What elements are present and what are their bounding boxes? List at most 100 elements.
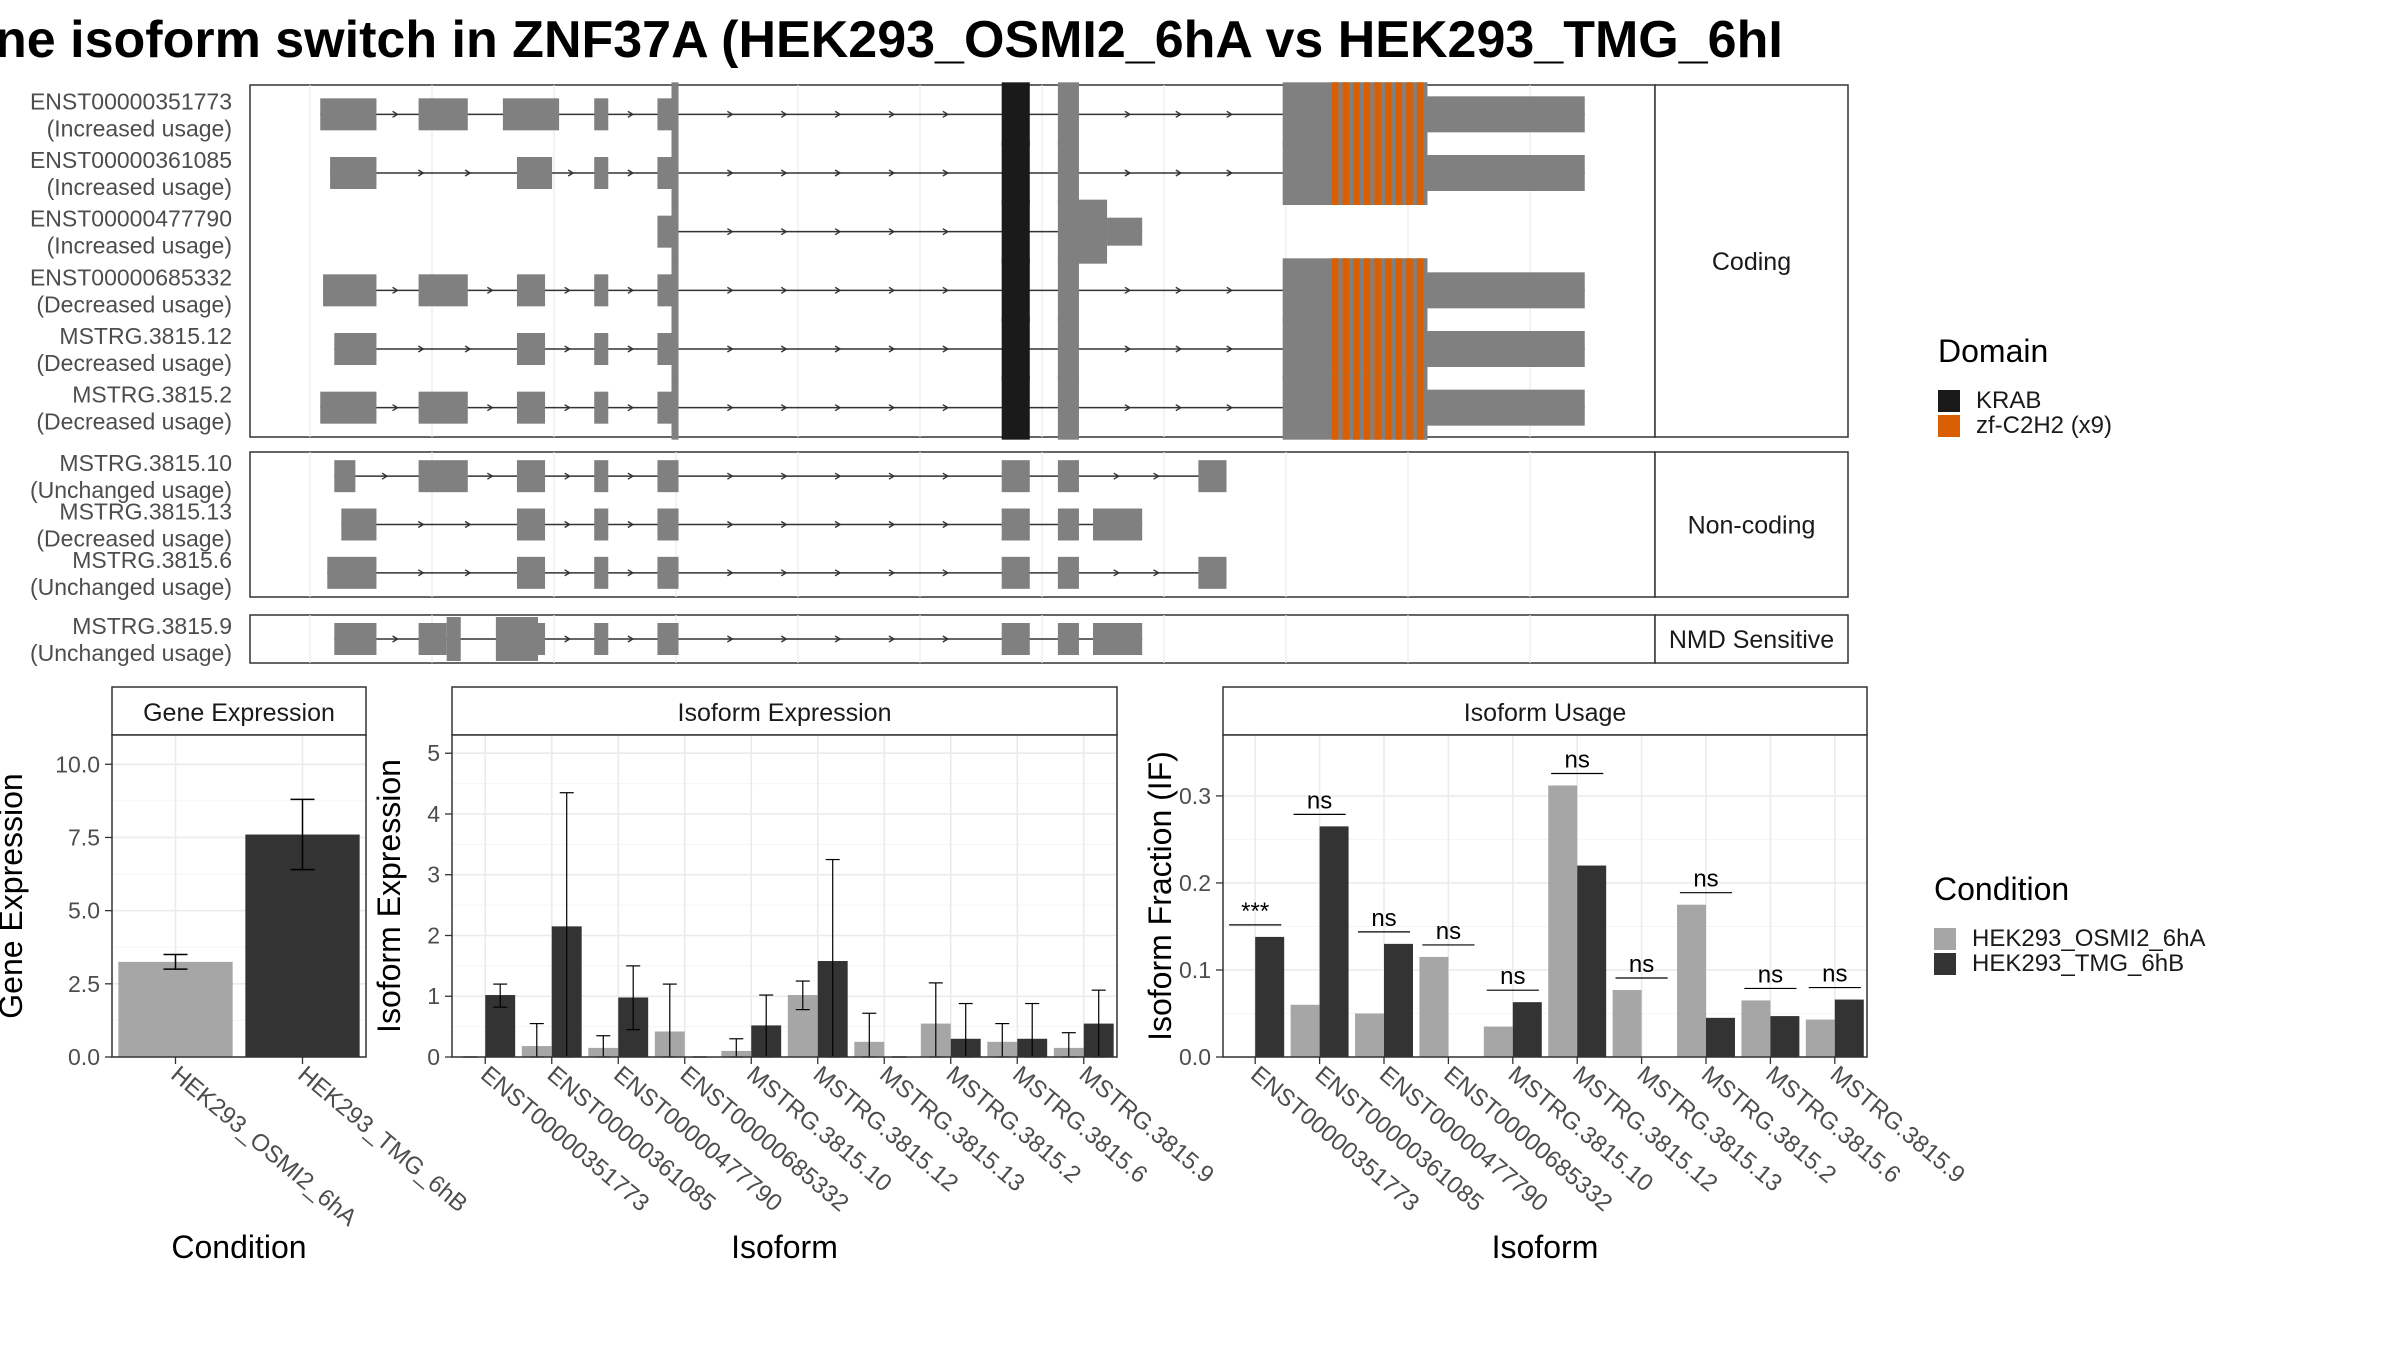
y-tick-label: 5 — [427, 740, 440, 766]
strand-arrow — [392, 110, 399, 118]
strand-arrow — [727, 228, 734, 236]
y-tick-label: 0.2 — [1179, 870, 1211, 896]
strand-arrow — [888, 404, 896, 412]
strand-arrow — [834, 635, 842, 643]
exon — [1001, 460, 1030, 493]
exon — [1001, 623, 1030, 655]
facet-strip-label: Coding — [1712, 248, 1791, 276]
zf-c2h2-domain — [1363, 375, 1371, 440]
transcript-usage-label: (Decreased usage) — [36, 350, 232, 376]
facet-strip — [1654, 451, 1849, 598]
strand-arrow — [888, 286, 896, 294]
bar — [1805, 1019, 1835, 1057]
x-axis-title: Isoform — [1492, 1229, 1599, 1265]
exon — [1107, 217, 1143, 246]
transcript-row: ENST00000477790(Increased usage) — [30, 199, 1143, 264]
strand-arrow — [942, 569, 950, 577]
x-axis-title: Isoform — [731, 1229, 838, 1265]
y-tick-label: 2.5 — [68, 971, 100, 997]
zf-c2h2-domain — [1384, 317, 1392, 381]
zf-c2h2-domain — [1353, 141, 1360, 205]
exon — [1427, 389, 1585, 426]
exon — [671, 199, 679, 264]
strand-arrow — [1124, 169, 1132, 177]
y-tick-label: 0.0 — [1179, 1044, 1211, 1070]
strand-arrow — [834, 569, 842, 577]
strand-arrow — [487, 404, 494, 412]
transcript-usage-label: (Increased usage) — [47, 115, 232, 141]
significance-label: ns — [1307, 787, 1332, 814]
zf-c2h2-domain — [1384, 375, 1392, 440]
bar — [118, 961, 233, 1057]
strand-arrow — [1175, 404, 1183, 412]
exon — [516, 556, 546, 589]
y-tick-label: 4 — [427, 801, 440, 827]
strand-arrow — [627, 169, 635, 177]
strand-arrow — [888, 345, 896, 353]
exon — [1427, 331, 1585, 367]
strand-arrow — [942, 169, 950, 177]
transcript-usage-label: (Decreased usage) — [36, 409, 232, 435]
exon — [594, 98, 609, 131]
strand-arrow — [1175, 345, 1183, 353]
strand-arrow — [780, 345, 788, 353]
significance-label: *** — [1241, 898, 1269, 925]
krab-domain — [1001, 258, 1030, 323]
bar — [1612, 989, 1642, 1057]
chart-strip — [1222, 686, 1868, 736]
strand-arrow — [1175, 110, 1183, 118]
exon — [1057, 141, 1079, 205]
facet-strip-label: Non-coding — [1688, 512, 1816, 540]
strand-arrow — [1124, 345, 1132, 353]
strand-arrow — [564, 404, 571, 412]
zf-c2h2-domain — [1416, 258, 1424, 323]
legend-key — [1938, 415, 1960, 437]
transcript-id-label: MSTRG.3815.9 — [72, 613, 232, 639]
exon — [657, 508, 679, 541]
bar — [1677, 904, 1706, 1057]
significance-label: ns — [1629, 951, 1654, 978]
zf-c2h2-domain — [1363, 82, 1371, 147]
y-tick-label: 2 — [427, 922, 440, 948]
zf-c2h2-domain — [1331, 375, 1339, 440]
zf-c2h2-domain — [1353, 82, 1360, 147]
transcript-usage-label: (Unchanged usage) — [30, 640, 232, 666]
chart-title: Gene Expression — [143, 699, 335, 727]
strand-arrow — [1175, 169, 1183, 177]
strand-arrow — [1153, 472, 1160, 480]
strand-arrow — [888, 472, 896, 480]
strand-arrow — [564, 520, 571, 529]
exon — [1427, 155, 1585, 191]
exon — [1057, 82, 1079, 147]
significance-label: ns — [1758, 961, 1783, 988]
exon — [1427, 272, 1585, 309]
strand-arrow — [567, 169, 575, 177]
legend-key — [1938, 390, 1960, 412]
strand-arrow — [834, 169, 842, 177]
zf-c2h2-domain — [1374, 317, 1381, 381]
transcript-row: ENST00000685332(Decreased usage) — [30, 258, 1585, 323]
zf-c2h2-domain — [1342, 141, 1350, 205]
y-tick-label: 10.0 — [55, 751, 100, 777]
y-axis-title: Gene Expression — [0, 773, 29, 1018]
zf-c2h2-domain — [1363, 317, 1371, 381]
exon — [341, 508, 377, 541]
exon — [330, 157, 377, 189]
transcript-row: MSTRG.3815.6(Unchanged usage) — [30, 547, 1227, 600]
strand-arrow — [727, 404, 734, 412]
exon — [1057, 460, 1079, 493]
bar — [1290, 1004, 1320, 1057]
strand-arrow — [942, 228, 950, 236]
strand-arrow — [834, 286, 842, 294]
zf-c2h2-domain — [1374, 375, 1381, 440]
krab-domain — [1001, 141, 1030, 205]
exon — [495, 617, 539, 661]
exon — [418, 98, 468, 131]
exon — [594, 391, 609, 424]
strand-arrow — [417, 345, 425, 353]
chart-border — [451, 734, 1118, 1058]
exon — [594, 556, 609, 589]
strand-arrow — [888, 635, 896, 643]
